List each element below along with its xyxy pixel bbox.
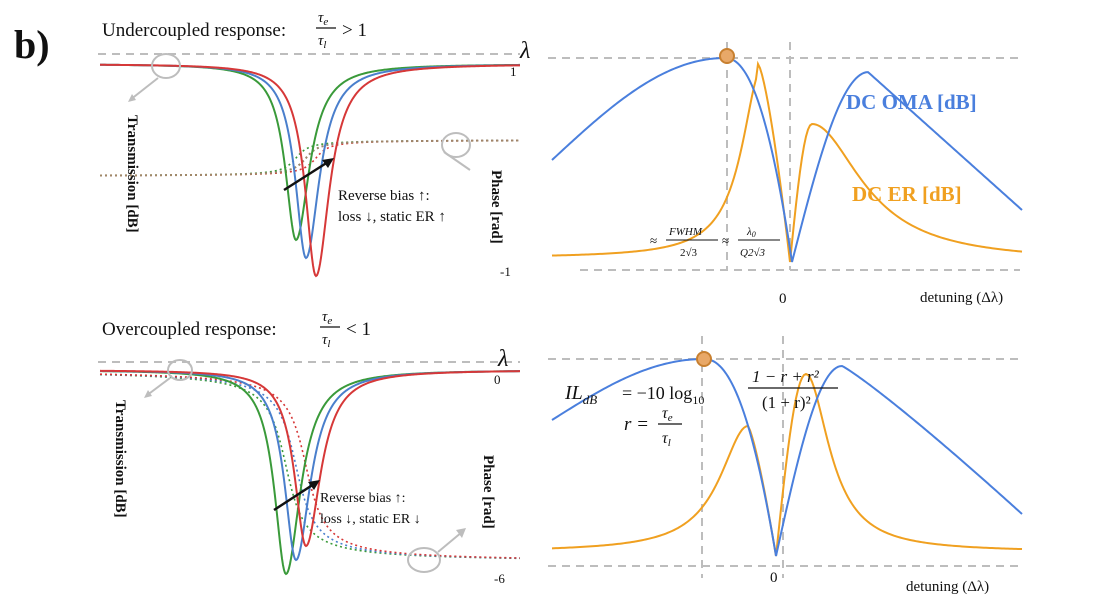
dc-oma-curve bbox=[551, 357, 1023, 557]
lambda0-numerator: λ0 bbox=[746, 226, 756, 239]
highlight-circle bbox=[151, 53, 181, 79]
tau-l-symbol: τl bbox=[322, 332, 330, 350]
tick-top: 0 bbox=[494, 372, 501, 387]
pointer-arrowhead bbox=[144, 390, 152, 398]
highlight-circle-phase bbox=[441, 132, 471, 158]
transmission-curves bbox=[99, 369, 521, 576]
y-axis-label-transmission: Transmission [dB] bbox=[124, 115, 140, 233]
dc-er-curve bbox=[551, 372, 1023, 557]
zero-tick: 0 bbox=[779, 291, 787, 307]
phase-curve-grey bbox=[100, 139, 520, 177]
transmission-curve-red bbox=[99, 369, 521, 548]
annotation-line2: loss ↓, static ER ↓ bbox=[320, 512, 421, 527]
undercoupled-relation: > 1 bbox=[342, 20, 367, 41]
pointer-arrowhead bbox=[128, 94, 136, 102]
reverse-bias-arrow bbox=[283, 160, 329, 192]
overcoupled-title-text: Overcoupled response: bbox=[102, 319, 277, 340]
tau-e-symbol: τe bbox=[318, 10, 328, 28]
bottom-right-panel: ILdB = −10 log10 1 − r + r² (1 + r)² r =… bbox=[548, 336, 1023, 595]
r-numerator: τe bbox=[662, 405, 673, 424]
pointer-line-phase bbox=[443, 151, 471, 171]
top-right-panel: DC OMA [dB] DC ER [dB] ≈ FWHM 2√3 ≈ λ0 Q… bbox=[548, 42, 1023, 307]
transmission-curve-green bbox=[99, 370, 521, 576]
transmission-curve-red bbox=[100, 63, 521, 278]
tick-bottom: -1 bbox=[500, 264, 511, 279]
arrowhead bbox=[322, 158, 334, 168]
transmission-curves bbox=[99, 63, 521, 278]
highlight-circle-phase bbox=[407, 547, 441, 573]
x-axis-label: detuning (Δλ) bbox=[920, 290, 1003, 306]
dc-oma-curve bbox=[551, 56, 1023, 263]
undercoupled-title-text: Undercoupled response: bbox=[102, 20, 286, 41]
optimum-marker bbox=[719, 48, 735, 64]
tick-top: 1 bbox=[510, 64, 517, 79]
pointer-arrowhead-phase bbox=[456, 528, 466, 538]
arrowhead bbox=[308, 480, 320, 490]
pointer-line-phase bbox=[437, 531, 463, 553]
panel-label: b) bbox=[14, 22, 50, 67]
transmission-curve-blue bbox=[99, 369, 521, 562]
annotation-line1: Reverse bias ↑: bbox=[338, 188, 430, 204]
il-numerator: 1 − r + r² bbox=[752, 367, 820, 386]
r-denominator: τl bbox=[662, 430, 671, 449]
approx-symbol-2: ≈ bbox=[722, 233, 729, 248]
fwhm-formula: ≈ FWHM 2√3 ≈ λ0 Q2√3 bbox=[650, 226, 780, 259]
r-lhs: r = bbox=[624, 414, 649, 435]
dc-er-label: DC ER [dB] bbox=[852, 182, 962, 206]
il-lhs: ILdB bbox=[564, 382, 597, 407]
lambda-axis-label: λ bbox=[519, 38, 530, 64]
lambda0-denominator: Q2√3 bbox=[740, 247, 765, 259]
overcoupled-title: Overcoupled response: τe τl < 1 bbox=[102, 309, 371, 350]
dc-er-curve bbox=[551, 60, 1023, 263]
reverse-bias-arrow bbox=[273, 482, 315, 512]
y-axis-label-phase: Phase [rad] bbox=[480, 455, 496, 529]
tick-bottom: -6 bbox=[494, 571, 505, 586]
approx-symbol: ≈ bbox=[650, 233, 657, 248]
tau-e-symbol: τe bbox=[322, 309, 332, 327]
y-axis-label-phase: Phase [rad] bbox=[488, 170, 504, 244]
insertion-loss-formula: ILdB = −10 log10 1 − r + r² (1 + r)² r =… bbox=[564, 367, 838, 449]
overcoupled-relation: < 1 bbox=[346, 319, 371, 340]
il-denominator: (1 + r)² bbox=[762, 393, 811, 412]
dc-oma-label: DC OMA [dB] bbox=[846, 90, 977, 114]
transmission-curve-green bbox=[99, 63, 521, 242]
fwhm-numerator: FWHM bbox=[668, 226, 703, 238]
pointer-line bbox=[129, 77, 159, 101]
highlight-circle bbox=[167, 359, 193, 381]
overcoupled-panel: Overcoupled response: τe τl < 1 λ 0 -6 T… bbox=[98, 309, 521, 586]
y-axis-label-transmission: Transmission [dB] bbox=[112, 400, 128, 518]
undercoupled-title: Undercoupled response: τe τl > 1 bbox=[102, 10, 367, 51]
fwhm-denominator: 2√3 bbox=[680, 247, 698, 259]
zero-tick: 0 bbox=[770, 570, 778, 586]
annotation-line1: Reverse bias ↑: bbox=[320, 491, 406, 506]
x-axis-label: detuning (Δλ) bbox=[906, 579, 989, 595]
tau-l-symbol: τl bbox=[318, 33, 326, 51]
annotation-line2: loss ↓, static ER ↑ bbox=[338, 209, 446, 225]
il-equation: = −10 log10 bbox=[622, 383, 704, 407]
lambda-axis-label: λ bbox=[497, 346, 508, 372]
undercoupled-panel: Undercoupled response: τe τl > 1 λ 1 -1 … bbox=[98, 10, 530, 279]
optimum-marker bbox=[696, 351, 712, 367]
